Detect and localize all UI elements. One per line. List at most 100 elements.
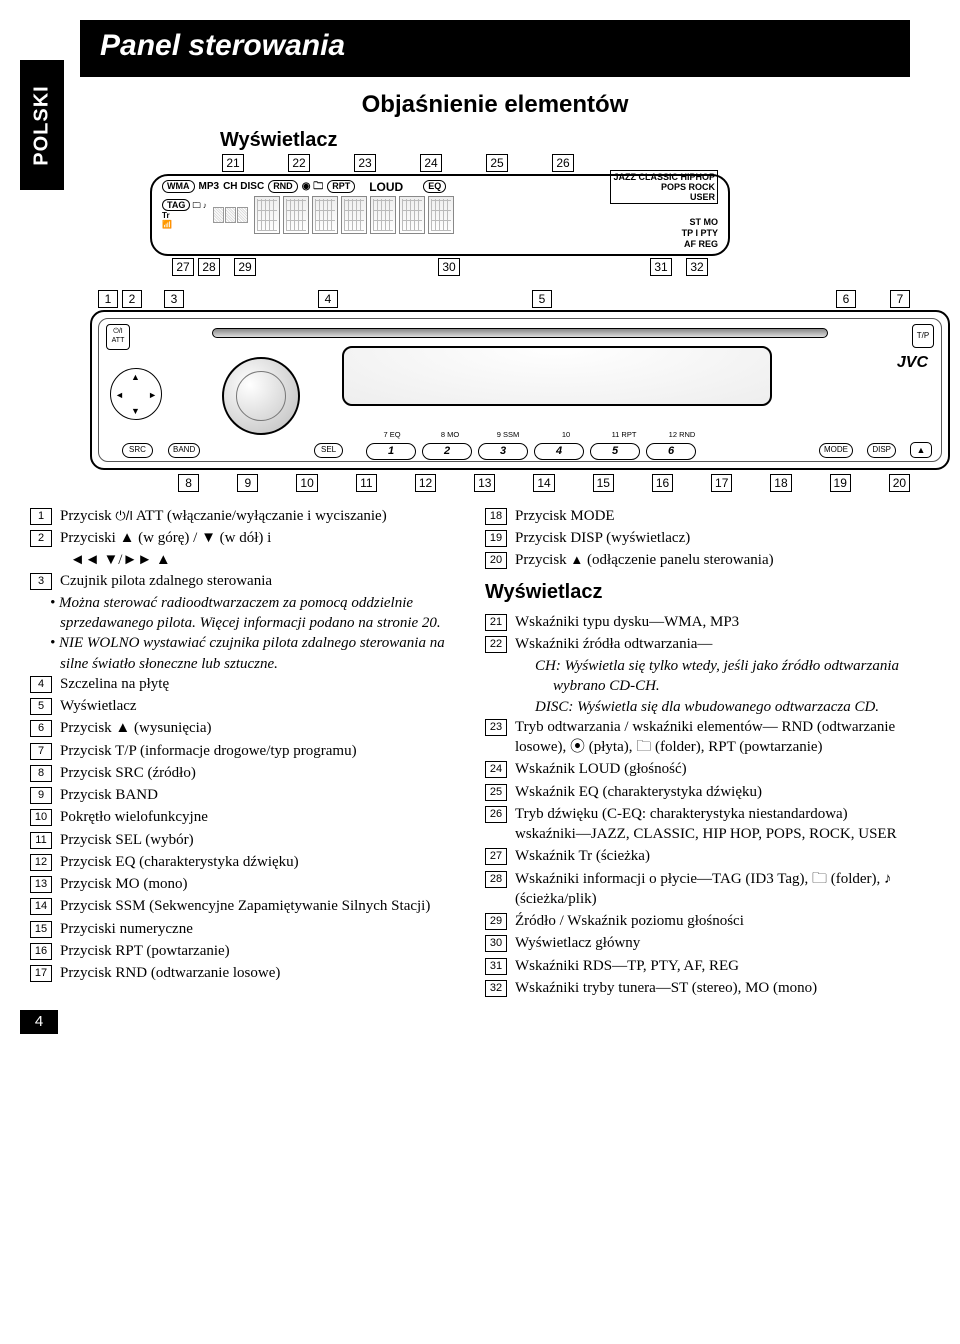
legend-num: 13 xyxy=(30,876,52,893)
callout: 11 xyxy=(356,474,377,492)
callout: 20 xyxy=(889,474,910,492)
num-6: 6 xyxy=(646,443,696,460)
legend-item: 19 Przycisk DISP (wyświetlacz) xyxy=(485,528,910,548)
legend-item: 15Przyciski numeryczne xyxy=(30,919,455,939)
legend-num: 25 xyxy=(485,784,507,801)
lbl: 9 SSM xyxy=(486,430,530,440)
legend-text: Pokrętło wielofunkcyjne xyxy=(60,807,455,827)
lcd-chdisc: CH DISC xyxy=(223,180,264,194)
legend-num: 2 xyxy=(30,530,52,547)
legend-item: 11 Przycisk SEL (wybór) xyxy=(30,830,455,850)
callout: 30 xyxy=(438,258,460,276)
legend-text: Wskaźniki informacji o płycie—TAG (ID3 T… xyxy=(515,869,910,910)
callout: 32 xyxy=(686,258,708,276)
legend-text: Szczelina na płytę xyxy=(60,674,455,694)
num-4: 4 xyxy=(534,443,584,460)
legend-item: 18Przycisk MODE xyxy=(485,506,910,526)
cd-slot xyxy=(212,328,828,338)
legend-text: Czujnik pilota zdalnego sterowania xyxy=(60,571,455,591)
lcd-loud: LOUD xyxy=(369,179,403,195)
callout: 13 xyxy=(474,474,495,492)
legend-num: 17 xyxy=(30,965,52,982)
callout: 12 xyxy=(415,474,436,492)
legend-text: Przycisk RPT (powtarzanie) xyxy=(60,941,455,961)
legend-num: 22 xyxy=(485,636,507,653)
legend-item: 4 Szczelina na płytę xyxy=(30,674,455,694)
callout: 19 xyxy=(830,474,851,492)
legend-subtext: CH: Wyświetla się tylko wtedy, jeśli jak… xyxy=(535,656,910,697)
legend-text: Przycisk SEL (wybór) xyxy=(60,830,455,850)
callout: 14 xyxy=(533,474,554,492)
legend-item: 30Wyświetlacz główny xyxy=(485,933,910,953)
legend-text: Przycisk ⏻/I ATT (włączanie/wyłączanie i… xyxy=(60,506,455,526)
callout: 22 xyxy=(288,154,310,172)
legend-text: Przycisk EQ (charakterystyka dźwięku) xyxy=(60,852,455,872)
legend-text: Przycisk BAND xyxy=(60,785,455,805)
lbl: 11 RPT xyxy=(602,430,646,440)
legend-text: Wskaźnik EQ (charakterystyka dźwięku) xyxy=(515,782,910,802)
num-1: 1 xyxy=(366,443,416,460)
lcd-wma: WMA xyxy=(162,180,195,193)
legend-num: 12 xyxy=(30,854,52,871)
lcd-display: WMA MP3 CH DISC RND ◉ 🗀 RPT LOUD EQ JAZZ… xyxy=(150,174,730,256)
faceplate-top-callouts: 1 2 3 4 5 6 7 xyxy=(98,290,910,308)
legend-item: 29Źródło / Wskaźnik poziomu głośności xyxy=(485,911,910,931)
legend-item: 5Wyświetlacz xyxy=(30,696,455,716)
legend-subtext: DISC: Wyświetla się dla wbudowanego odtw… xyxy=(535,697,910,717)
src-button: SRC xyxy=(122,443,153,458)
band-button: BAND xyxy=(168,443,200,458)
legend-item: 14 Przycisk SSM (Sekwencyjne Zapamiętywan… xyxy=(30,896,455,916)
page: POLSKI Panel sterowania Objaśnienie elem… xyxy=(0,0,960,1054)
callout: 7 xyxy=(890,290,910,308)
legend-num: 7 xyxy=(30,743,52,760)
legend-text: Przycisk SRC (źródło) xyxy=(60,763,455,783)
legend-num: 23 xyxy=(485,719,507,736)
legend-num: 32 xyxy=(485,980,507,997)
language-tab: POLSKI xyxy=(20,60,64,190)
callout: 24 xyxy=(420,154,442,172)
legend-num: 29 xyxy=(485,913,507,930)
callout: 31 xyxy=(650,258,672,276)
callout: 16 xyxy=(652,474,673,492)
callout: 15 xyxy=(593,474,614,492)
legend-text: Wskaźnik Tr (ścieżka) xyxy=(515,846,910,866)
legend-item: 1Przycisk ⏻/I ATT (włączanie/wyłączanie … xyxy=(30,506,455,526)
legend-num: 31 xyxy=(485,958,507,975)
legend-num: 14 xyxy=(30,898,52,915)
legend-text: Przycisk SSM (Sekwencyjne Zapamiętywanie… xyxy=(60,896,455,916)
faceplate-area: 1 2 3 4 5 6 7 ⏻/IATT T/P JVC ◄► SRC BAND… xyxy=(90,290,910,492)
legend-text: Przycisk DISP (wyświetlacz) xyxy=(515,528,910,548)
legend-text: Wskaźniki źródła odtwarzania— xyxy=(515,634,910,654)
callout: 6 xyxy=(836,290,856,308)
lcd-row1: WMA MP3 CH DISC RND ◉ 🗀 RPT LOUD EQ JAZZ… xyxy=(162,180,718,194)
callout: 26 xyxy=(552,154,574,172)
legend-text: Wskaźnik LOUD (głośność) xyxy=(515,759,910,779)
callout: 2 xyxy=(122,290,142,308)
legend-num: 30 xyxy=(485,935,507,952)
callout: 17 xyxy=(711,474,732,492)
lcd-bottom-callouts: 27 28 29 30 31 32 xyxy=(172,258,910,276)
legend-num: 4 xyxy=(30,676,52,693)
disp-button: DISP xyxy=(867,443,896,458)
legend-num: 11 xyxy=(30,832,52,849)
legend-num: 28 xyxy=(485,871,507,888)
volume-knob xyxy=(222,357,300,435)
jvc-logo: JVC xyxy=(897,352,928,374)
legend-item: 24Wskaźnik LOUD (głośność) xyxy=(485,759,910,779)
legend-columns: 1Przycisk ⏻/I ATT (włączanie/wyłączanie … xyxy=(30,506,910,1000)
legend-item: 2Przyciski ▲ (w górę) / ▼ (w dół) i xyxy=(30,528,455,548)
release-button: ▲ xyxy=(910,442,932,458)
callout: 10 xyxy=(296,474,317,492)
callout: 5 xyxy=(532,290,552,308)
callout: 3 xyxy=(164,290,184,308)
legend-item: 32Wskaźniki tryby tunera—ST (stereo), MO… xyxy=(485,978,910,998)
legend-bullet: NIE WOLNO wystawiać czujnika pilota zdal… xyxy=(60,633,455,674)
legend-num: 19 xyxy=(485,530,507,547)
legend-item: 9 Przycisk BAND xyxy=(30,785,455,805)
language-tab-text: POLSKI xyxy=(29,85,56,165)
lcd-wrap: 21 22 23 24 25 26 WMA MP3 CH DISC RND ◉ … xyxy=(150,154,910,276)
callout: 4 xyxy=(318,290,338,308)
legend-text: Przycisk T/P (informacje drogowe/typ pro… xyxy=(60,741,455,761)
legend-num: 9 xyxy=(30,787,52,804)
legend-num: 15 xyxy=(30,921,52,938)
